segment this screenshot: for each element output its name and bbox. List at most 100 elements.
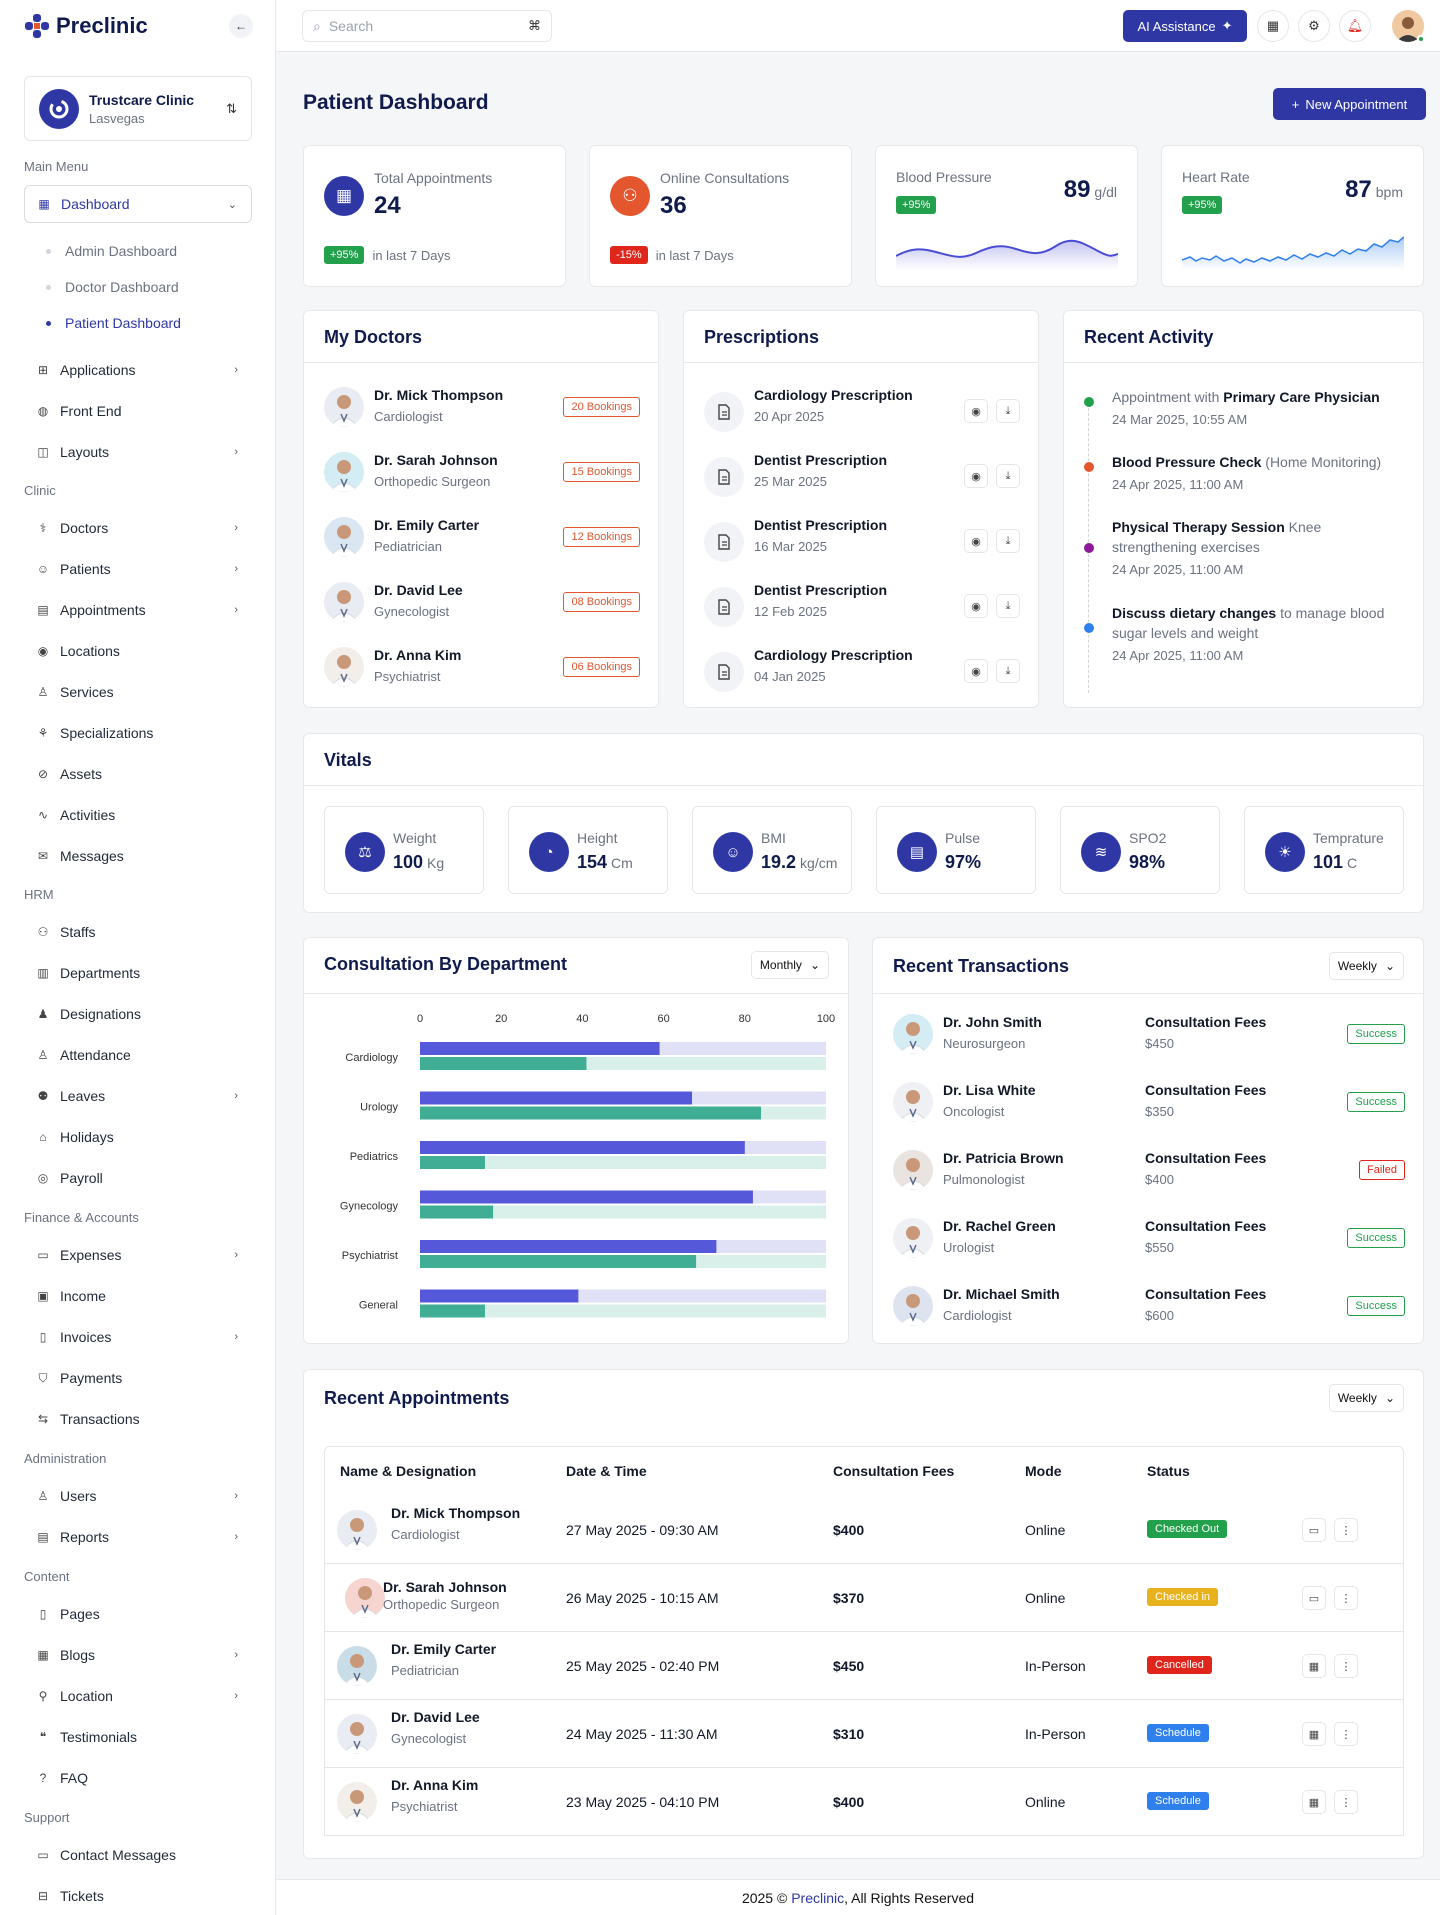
sidebar-item-activities[interactable]: ∿ Activities (37, 807, 116, 823)
sidebar-item-patients[interactable]: ☺ Patients › (36, 561, 238, 577)
table-row[interactable]: Dr. Mick Thompson Cardiologist 27 May 2025… (324, 1496, 1404, 1564)
vital-value: 19.2 (761, 852, 797, 872)
ai-assistance-button[interactable]: AI Assistance ✦ (1123, 10, 1247, 42)
search-input[interactable]: ⌕ Search ⌘ (302, 10, 552, 42)
wallet-icon: ▣ (37, 1289, 49, 1303)
schedule-button[interactable]: ▦ (1302, 1654, 1326, 1678)
clinic-switcher[interactable]: Trustcare Clinic Lasvegas ⇅ (24, 76, 252, 141)
doctor-row[interactable]: Dr. Anna Kim Psychiatrist 06 Bookings (304, 647, 660, 697)
doctor-row[interactable]: Dr. David Lee Gynecologist 08 Bookings (304, 582, 660, 632)
section-administration: Administration (24, 1451, 107, 1466)
schedule-button[interactable]: ▦ (1302, 1722, 1326, 1746)
transaction-amount: $350 (1145, 1104, 1174, 1119)
table-row[interactable]: Dr. Sarah Johnson Orthopedic Surgeon 26 Ma… (324, 1564, 1404, 1632)
more-options-button[interactable]: ⋮ (1334, 1654, 1358, 1678)
view-button[interactable]: ◉ (964, 399, 988, 423)
download-button[interactable]: ⤓ (996, 464, 1020, 488)
download-button[interactable]: ⤓ (996, 529, 1020, 553)
schedule-button[interactable]: ▦ (1302, 1790, 1326, 1814)
video-call-button[interactable]: ▭ (1302, 1518, 1326, 1542)
transaction-row[interactable]: Dr. John Smith Neurosurgeon Consultation F… (873, 1014, 1425, 1064)
more-options-button[interactable]: ⋮ (1334, 1518, 1358, 1542)
more-options-button[interactable]: ⋮ (1334, 1790, 1358, 1814)
video-call-button[interactable]: ▭ (1302, 1586, 1326, 1610)
period-dropdown[interactable]: Monthly ⌄ (750, 951, 829, 979)
sidebar-item-services[interactable]: ♙ Services (37, 684, 114, 700)
new-appointment-button[interactable]: + New Appointment (1273, 88, 1426, 120)
sidebar-item-location[interactable]: ⚲ Location › (24, 1683, 252, 1709)
view-button[interactable]: ◉ (964, 594, 988, 618)
more-options-button[interactable]: ⋮ (1334, 1586, 1358, 1610)
sidebar-item-payments[interactable]: ⛉ Payments (24, 1365, 252, 1391)
height-icon: ◔ (529, 832, 569, 872)
sidebar-item-doctors[interactable]: ⚕ Doctors › (24, 515, 252, 541)
doctor-row[interactable]: Dr. Mick Thompson Cardiologist 20 Bookings (304, 387, 660, 437)
sidebar-item-blogs[interactable]: ▦ Blogs › (37, 1647, 238, 1663)
calendar-button[interactable]: ▦ (1257, 10, 1289, 42)
sidebar-item-faq[interactable]: ? FAQ (24, 1765, 252, 1791)
transaction-row[interactable]: Dr. Lisa White Oncologist Consultation Fee… (873, 1082, 1425, 1132)
download-button[interactable]: ⤓ (996, 659, 1020, 683)
period-dropdown[interactable]: Weekly ⌄ (1328, 1384, 1404, 1412)
sidebar-item-pages[interactable]: ▯ Pages (24, 1601, 252, 1627)
transaction-row[interactable]: Dr. Rachel Green Urologist Consultation Fe… (873, 1218, 1425, 1268)
footer: 2025 © Preclinic, All Rights Reserved (276, 1879, 1440, 1915)
doctor-name: Dr. Sarah Johnson (374, 452, 498, 468)
transaction-row[interactable]: Dr. Patricia Brown Pulmonologist Consultat… (873, 1150, 1425, 1200)
sidebar-item-income[interactable]: ▣ Income (37, 1288, 106, 1304)
sidebar-item-payroll[interactable]: ◎ Payroll (37, 1170, 103, 1186)
period-dropdown[interactable]: Weekly ⌄ (1328, 952, 1404, 980)
prescriptions-card: Prescriptions Cardiology Prescription 20 … (683, 310, 1039, 708)
settings-button[interactable]: ⚙ (1298, 10, 1330, 42)
table-row[interactable]: Dr. Anna Kim Psychiatrist 23 May 2025 - 04… (324, 1768, 1404, 1836)
table-row[interactable]: Dr. Emily Carter Pediatrician 25 May 2025 … (324, 1632, 1404, 1700)
more-options-button[interactable]: ⋮ (1334, 1722, 1358, 1746)
download-button[interactable]: ⤓ (996, 399, 1020, 423)
sidebar-item-transactions[interactable]: ⇆ Transactions (37, 1411, 140, 1427)
download-button[interactable]: ⤓ (996, 594, 1020, 618)
sidebar-subitem-admin-dashboard[interactable]: Admin Dashboard (46, 243, 177, 259)
sidebar-subitem-patient-dashboard[interactable]: Patient Dashboard (46, 315, 181, 331)
transaction-row[interactable]: Dr. Michael Smith Cardiologist Consultatio… (873, 1286, 1425, 1336)
sidebar-item-tickets[interactable]: ⊟ Tickets (37, 1888, 104, 1904)
sidebar-item-assets[interactable]: ⊘ Assets (37, 766, 103, 782)
sidebar-item-testimonials[interactable]: ❝ Testimonials (24, 1724, 252, 1750)
sidebar-item-designations[interactable]: ♟ Designations (37, 1006, 141, 1022)
sidebar-collapse-button[interactable]: ← (229, 14, 253, 38)
sidebar-item-applications[interactable]: ⊞ Applications › (37, 362, 238, 378)
doctor-specialty: Psychiatrist (391, 1799, 458, 1814)
sidebar-item-staffs[interactable]: ⚇ Staffs (37, 924, 96, 940)
sidebar-item-leaves[interactable]: ⚉ Leaves › (37, 1088, 238, 1104)
sidebar-item-layouts[interactable]: ◫ Layouts › (37, 444, 238, 460)
doctor-row[interactable]: Dr. Emily Carter Pediatrician 12 Bookings (304, 517, 660, 567)
app-name: Preclinic (56, 13, 148, 38)
sidebar-item-appointments[interactable]: ▤ Appointments › (37, 602, 238, 618)
sidebar-item-contact-messages[interactable]: ▭ Contact Messages (37, 1847, 176, 1863)
view-button[interactable]: ◉ (964, 659, 988, 683)
view-button[interactable]: ◉ (964, 464, 988, 488)
footer-brand-link[interactable]: Preclinic (791, 1890, 845, 1906)
sidebar-item-attendance[interactable]: ♙ Attendance (37, 1047, 131, 1063)
weight-icon: ⚖ (345, 832, 385, 872)
sidebar-item-reports[interactable]: ▤ Reports › (37, 1529, 238, 1545)
app-logo[interactable]: Preclinic (24, 13, 148, 39)
sidebar-item-specializations[interactable]: ⚘ Specializations (37, 725, 154, 741)
table-row[interactable]: Dr. David Lee Gynecologist 24 May 2025 - 1… (324, 1700, 1404, 1768)
doctor-row[interactable]: Dr. Sarah Johnson Orthopedic Surgeon 15 Bo… (304, 452, 660, 502)
sidebar-item-users[interactable]: ♙ Users › (37, 1488, 238, 1504)
doctor-avatar (893, 1286, 933, 1326)
sidebar-subitem-doctor-dashboard[interactable]: Doctor Dashboard (46, 279, 179, 295)
notifications-button[interactable]: 🔔︎ (1339, 10, 1371, 42)
sidebar-item-front-end[interactable]: ◍ Front End (37, 403, 122, 419)
sidebar-item-departments[interactable]: ▥ Departments (37, 965, 141, 981)
sidebar-item-holidays[interactable]: ⌂ Holidays (24, 1124, 252, 1150)
prescription-name: Dentist Prescription (754, 452, 888, 468)
sidebar-item-messages[interactable]: ✉ Messages (37, 848, 124, 864)
sidebar-item-invoices[interactable]: ▯ Invoices › (24, 1324, 252, 1350)
sidebar-item-locations[interactable]: ◉ Locations (37, 643, 120, 659)
view-button[interactable]: ◉ (964, 529, 988, 553)
sidebar-item-expenses[interactable]: ▭ Expenses › (37, 1247, 238, 1263)
sidebar-item-dashboard[interactable]: ▦ Dashboard ⌄ (24, 185, 252, 223)
command-key-icon: ⌘ (528, 18, 541, 33)
sparkle-icon: ✦ (1221, 18, 1233, 33)
